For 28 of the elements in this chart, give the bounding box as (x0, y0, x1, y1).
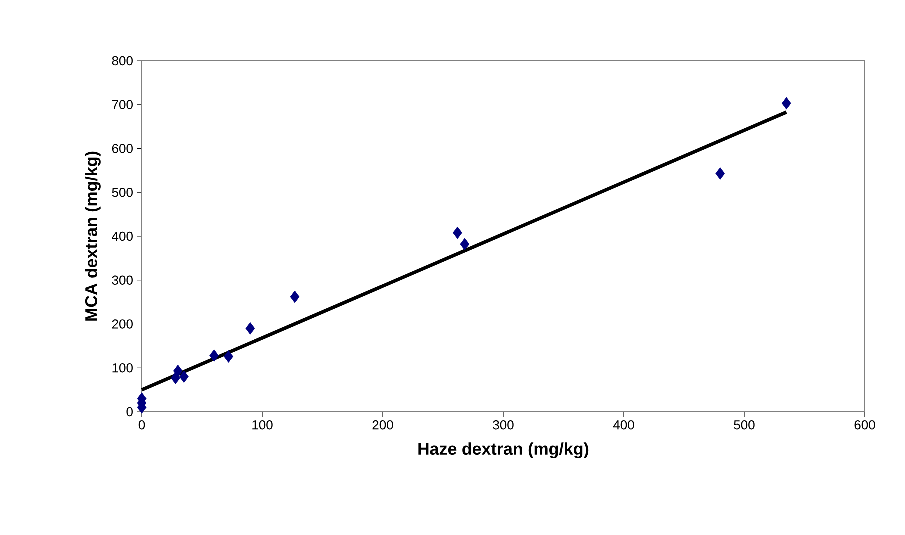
y-tick-label: 600 (112, 144, 133, 154)
point (210, 350, 220, 362)
y-tick-label: 200 (112, 320, 133, 329)
point (716, 168, 726, 180)
point (290, 290, 300, 304)
y-tick-label: 0 (126, 407, 133, 417)
y-tick-label: 500 (112, 188, 133, 198)
point (179, 370, 189, 384)
y-tick-label: 700 (112, 100, 133, 110)
x-axis-title: Haze dextran (mg/kg) (418, 442, 589, 459)
point (246, 322, 256, 335)
point (173, 364, 183, 378)
x-tick-label: 300 (493, 420, 514, 430)
y-axis-title: MCA dextran (mg/kg) (85, 152, 101, 321)
x-tick-label: 0 (138, 420, 146, 430)
y-tick-label: 100 (112, 364, 133, 373)
x-tick-label: 500 (734, 420, 755, 430)
y-tick-label: 300 (112, 276, 133, 285)
point (224, 350, 234, 363)
x-tick-label: 100 (252, 420, 273, 430)
point (460, 238, 470, 251)
x-tick-label: 200 (372, 420, 394, 430)
x-tick-label: 400 (613, 420, 634, 430)
x-tick-label: 600 (854, 420, 876, 430)
point (453, 226, 462, 240)
y-tick-label: 800 (112, 56, 133, 66)
point (782, 97, 792, 110)
y-tick-label: 400 (112, 232, 133, 242)
